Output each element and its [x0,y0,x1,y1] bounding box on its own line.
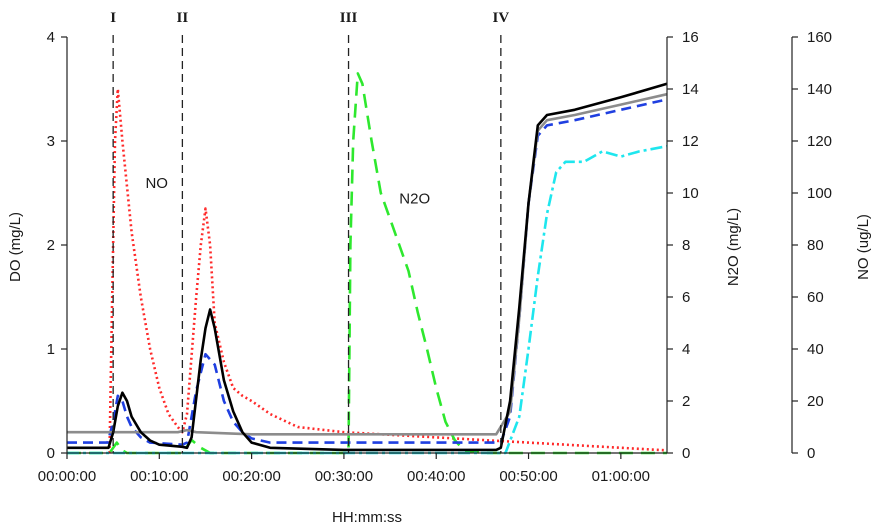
y-right1-tick-label: 16 [682,29,699,46]
axis-labels: DO (mg/L) N2O (mg/L) NO (ug/L) HH:mm:ss [7,208,872,526]
x-tick-label: 01:00:00 [592,468,650,485]
y-left-tick-label: 3 [47,133,55,150]
y-left-tick-label: 4 [47,29,55,46]
x-tick-label: 00:30:00 [315,468,373,485]
annotation-n2o: N2O [399,190,430,207]
x-tick-label: 00:20:00 [222,468,280,485]
y-right1-tick-label: 8 [682,237,690,254]
y-axis-right1-label: N2O (mg/L) [725,208,742,286]
y-left-tick-label: 0 [47,445,55,462]
y-right1-tick-label: 0 [682,445,690,462]
x-axis-label: HH:mm:ss [332,509,402,526]
y-right2-tick-label: 140 [807,81,832,98]
phase-label-iv: IV [493,10,510,26]
y-right1-tick-label: 12 [682,133,699,150]
series-line-2 [67,98,668,446]
y-right1-tick-label: 10 [682,185,699,202]
y-axis-left-label: DO (mg/L) [7,212,24,282]
y-right2-tick-label: 160 [807,29,832,46]
y-right1-tick-label: 2 [682,393,690,410]
x-tick-label: 00:50:00 [499,468,557,485]
y-left-tick-label: 1 [47,341,55,358]
x-tick-label: 00:40:00 [407,468,465,485]
phase-label-ii: II [177,10,189,26]
y-right2-tick-label: 0 [807,445,815,462]
series-line-3 [67,144,668,455]
y-right1-tick-label: 14 [682,81,699,98]
y-right2-tick-label: 20 [807,393,824,410]
y-right1-tick-label: 4 [682,341,690,358]
y-right2-tick-label: 40 [807,341,824,358]
phase-label-i: I [110,10,116,26]
annotations: NO N2O [145,175,430,208]
y-right2-tick-label: 60 [807,289,824,306]
annotation-no: NO [145,175,168,192]
y-right1-tick-label: 6 [682,289,690,306]
y-right2-tick-label: 80 [807,237,824,254]
series-line-5 [67,82,668,452]
phase-label-iii: III [340,10,358,26]
y-left-tick-label: 2 [47,237,55,254]
y-right2-tick-label: 100 [807,185,832,202]
series-line-0 [108,87,668,454]
y-axis-right2-label: NO (ug/L) [855,214,872,280]
phase-markers: I II III IV [110,10,509,453]
y-right2-tick-label: 120 [807,133,832,150]
series-line-4 [67,92,668,436]
axes: 0123402468101214160204060801001201401600… [38,29,832,485]
series-lines [67,72,668,455]
series-line-1 [67,72,667,455]
x-tick-label: 00:00:00 [38,468,96,485]
x-tick-label: 00:10:00 [130,468,188,485]
